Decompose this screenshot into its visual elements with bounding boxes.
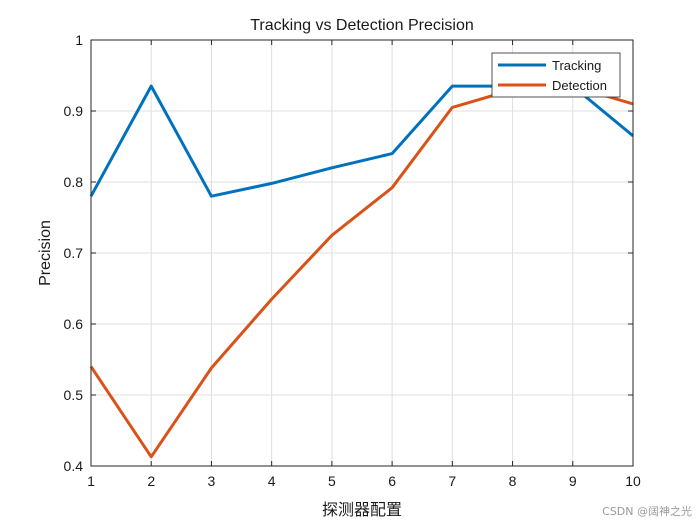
y-tick-label: 1 [75, 32, 83, 48]
x-tick-label: 7 [448, 473, 456, 489]
legend-box [491, 52, 621, 98]
watermark: CSDN @阔神之光 [602, 505, 692, 518]
y-tick-label: 0.5 [64, 387, 84, 403]
axis-ticks [90, 39, 634, 467]
x-tick-labels: 1 2 3 4 5 6 7 8 9 10 [87, 473, 641, 489]
legend: Tracking Detection [491, 52, 621, 98]
x-tick-label: 2 [147, 473, 155, 489]
chart-title: Tracking vs Detection Precision [250, 17, 474, 34]
y-axis-label: Precision [37, 220, 54, 286]
x-tick-label: 1 [87, 473, 95, 489]
x-tick-label: 3 [208, 473, 216, 489]
x-tick-label: 5 [328, 473, 336, 489]
x-tick-label: 6 [388, 473, 396, 489]
x-tick-label: 8 [509, 473, 517, 489]
y-tick-label: 0.9 [64, 103, 84, 119]
x-tick-label: 9 [569, 473, 577, 489]
y-tick-labels: 0.4 0.5 0.6 0.7 0.8 0.9 1 [64, 32, 84, 474]
y-tick-label: 0.6 [64, 316, 84, 332]
y-tick-label: 0.4 [64, 458, 84, 474]
y-tick-label: 0.7 [64, 245, 84, 261]
x-axis-label: 探测器配置 [322, 500, 402, 519]
legend-label-detection: Detection [552, 78, 607, 93]
x-tick-label: 10 [625, 473, 641, 489]
y-tick-label: 0.8 [64, 174, 84, 190]
legend-label-tracking: Tracking [552, 58, 601, 73]
x-tick-label: 4 [268, 473, 276, 489]
